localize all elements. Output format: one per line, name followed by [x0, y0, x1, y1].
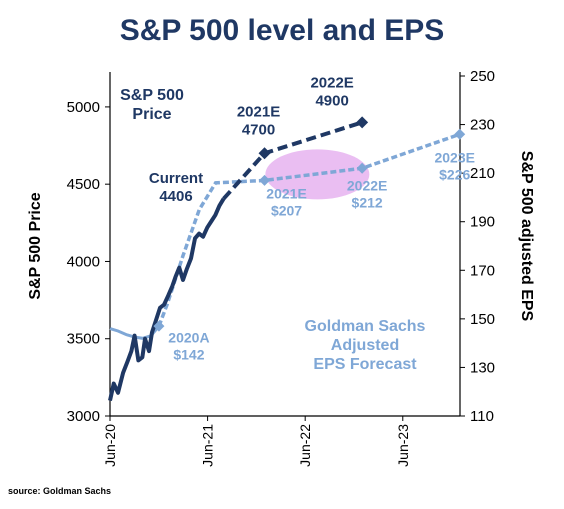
y-right-tick-label: 150 — [470, 311, 495, 328]
spx-forecast-marker — [258, 147, 271, 160]
eps-data-label: 2020A — [168, 329, 209, 345]
spx-forecast-label: 4900 — [315, 92, 348, 109]
y-left-tick-label: 4000 — [67, 253, 100, 270]
eps-data-label: $212 — [352, 194, 383, 210]
y-right-tick-label: 210 — [470, 165, 495, 182]
x-tick-label: Jun-23 — [395, 424, 411, 467]
eps-series-label: Goldman Sachs — [305, 318, 426, 335]
spx-series-label: S&P 500 — [120, 87, 184, 104]
eps-data-label: $142 — [173, 346, 204, 362]
x-tick-label: Jun-21 — [200, 424, 216, 467]
y-right-tick-label: 250 — [470, 68, 495, 85]
y-right-tick-label: 190 — [470, 214, 495, 231]
eps-data-label: 2021E — [266, 185, 306, 201]
spx-current-label: 4406 — [159, 188, 192, 205]
spx-current-label: Current — [149, 170, 203, 187]
eps-series-label: EPS Forecast — [313, 356, 417, 373]
spx-forecast-marker — [356, 116, 369, 129]
eps-series-label: Adjusted — [331, 337, 399, 354]
eps-data-label: $207 — [271, 202, 302, 218]
source-note: source: Goldman Sachs — [8, 486, 112, 496]
eps-data-label: 2022E — [347, 177, 387, 193]
eps-marker — [153, 320, 165, 332]
y-left-tick-label: 3500 — [67, 331, 100, 348]
eps-marker — [356, 162, 368, 174]
eps-marker — [259, 174, 271, 186]
y-left-tick-label: 5000 — [67, 99, 100, 116]
x-tick-label: Jun-22 — [297, 424, 313, 467]
x-tick-label: Jun-20 — [102, 424, 118, 467]
y-right-tick-label: 130 — [470, 359, 495, 376]
chart-title: S&P 500 level and EPS — [119, 14, 445, 47]
spx-series-label: Price — [132, 106, 171, 123]
y-right-tick-label: 230 — [470, 117, 495, 134]
eps-data-label: $226 — [439, 166, 470, 182]
eps-marker — [454, 128, 466, 140]
spx-forecast-label: 4700 — [242, 121, 275, 138]
y-left-axis-title: S&P 500 Price — [27, 192, 44, 299]
y-right-axis-title: S&P 500 adjusted EPS — [518, 151, 535, 322]
y-left-tick-label: 4500 — [67, 176, 100, 193]
spx-forecast-label: 2021E — [237, 103, 280, 120]
spx-history-line — [108, 197, 226, 401]
y-left-tick-label: 3000 — [67, 408, 100, 425]
spx-forecast-label: 2022E — [310, 74, 353, 91]
y-right-tick-label: 110 — [470, 408, 494, 425]
eps-data-label: 2023E — [434, 149, 474, 165]
y-right-tick-label: 170 — [470, 262, 495, 279]
